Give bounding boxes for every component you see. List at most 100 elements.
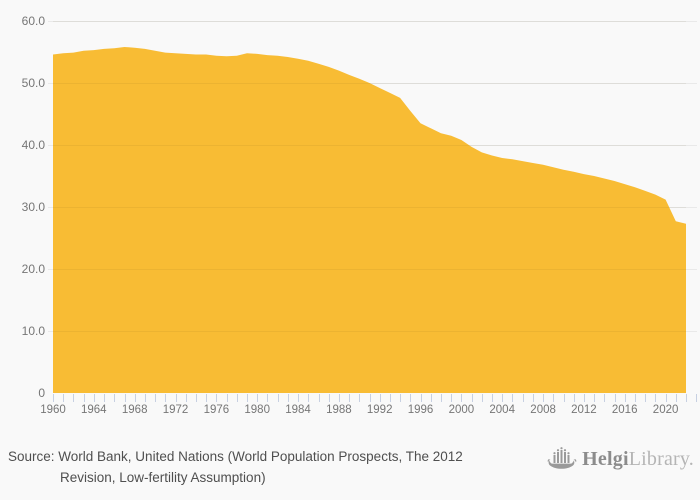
x-axis-tick: [410, 394, 412, 402]
x-axis-label: 1968: [121, 404, 148, 416]
y-axis-label: 20.0: [21, 262, 45, 276]
helgi-library-logo: HelgiLibrary.: [547, 446, 694, 472]
x-axis-tick: [93, 394, 95, 402]
area-chart: 60.0 50.0 40.0 30.0 20.0 10.0 0 1960 1964 1968 19…: [21, 14, 698, 416]
x-axis-label: 1964: [81, 404, 107, 416]
x-axis-tick: [675, 394, 677, 402]
x-axis-tick: [492, 394, 493, 402]
x-axis-tick: [134, 394, 136, 402]
x-axis-tick: [328, 394, 330, 402]
x-axis-tick: [308, 394, 310, 402]
x-axis-label: 1992: [366, 404, 393, 416]
source-text: Source: World Bank, United Nations (Worl…: [8, 446, 463, 488]
gridline-overlay: [53, 269, 686, 270]
x-axis-tick: [665, 394, 667, 402]
x-axis-tick: [216, 394, 218, 402]
x-axis-tick: [573, 394, 575, 402]
x-axis-label: 1976: [203, 404, 230, 416]
x-axis-tick: [543, 394, 545, 402]
y-axis-label: 50.0: [21, 76, 45, 90]
chart-footer: Source: World Bank, United Nations (Worl…: [0, 443, 700, 500]
x-axis-tick: [267, 394, 269, 402]
x-axis-tick: [441, 394, 442, 402]
y-axis-label: 0: [38, 386, 45, 400]
x-axis-tick: [247, 394, 248, 402]
gridline-overlay: [53, 207, 686, 208]
x-axis-label: 1960: [40, 404, 66, 416]
brand-library: Library.: [628, 447, 694, 470]
x-axis-label: 2020: [652, 404, 679, 416]
x-axis-tick: [614, 394, 616, 402]
x-axis-tick: [104, 394, 105, 402]
x-axis-tick: [502, 394, 504, 402]
area-series: [53, 47, 686, 393]
y-axis-label: 40.0: [21, 138, 45, 152]
x-axis-label: 1980: [244, 404, 270, 416]
x-axis-tick: [165, 394, 167, 402]
brand-helgi: Helgi: [582, 447, 629, 470]
x-axis-tick: [155, 394, 157, 402]
x-axis-tick: [461, 394, 463, 402]
x-axis-tick: [583, 394, 585, 402]
gridline: [48, 21, 697, 22]
x-axis-tick: [298, 394, 299, 402]
source-line-2: Revision, Low-fertility Assumption): [60, 470, 266, 485]
gridline-overlay: [53, 145, 686, 146]
x-axis-tick: [594, 394, 596, 402]
gridline: [48, 83, 697, 84]
x-axis-tick: [349, 394, 351, 402]
x-axis-tick: [195, 394, 197, 402]
x-axis-tick: [400, 394, 402, 402]
viking-ship-icon: [547, 447, 577, 469]
x-axis-tick: [144, 394, 146, 402]
brand-text: HelgiLibrary.: [582, 448, 694, 471]
x-axis-tick: [226, 394, 228, 402]
x-axis-tick: [532, 394, 534, 402]
y-axis-label: 10.0: [21, 324, 45, 338]
x-axis-tick: [379, 394, 381, 402]
x-axis-tick: [686, 394, 687, 402]
x-axis-tick: [655, 394, 657, 402]
x-axis-label: 2004: [489, 404, 515, 416]
x-axis-tick: [287, 394, 289, 402]
x-axis-tick: [522, 394, 524, 402]
source-line-1: Source: World Bank, United Nations (Worl…: [8, 449, 463, 464]
x-axis-tick: [53, 394, 54, 402]
x-axis-tick: [236, 394, 238, 402]
x-axis-tick: [481, 394, 483, 402]
y-axis-label: 30.0: [21, 200, 45, 214]
x-axis-tick: [83, 394, 85, 402]
x-axis-tick: [471, 394, 473, 402]
gridline-overlay: [53, 21, 686, 22]
gridline-overlay: [53, 83, 686, 84]
x-axis-tick: [338, 394, 340, 402]
x-axis-tick: [553, 394, 555, 402]
x-axis-tick: [645, 394, 647, 402]
x-axis-label: 1984: [285, 404, 311, 416]
x-axis-tick: [114, 394, 116, 402]
x-axis-label: 2016: [611, 404, 638, 416]
x-axis-tick: [318, 394, 320, 402]
x-axis-label: 2000: [448, 404, 475, 416]
x-axis-tick: [696, 394, 698, 402]
x-axis-tick: [277, 394, 279, 402]
x-axis-tick: [389, 394, 391, 402]
x-axis-tick: [604, 394, 606, 402]
x-axis-label: 1988: [326, 404, 352, 416]
x-axis-tick: [73, 394, 75, 402]
x-axis-tick: [124, 394, 126, 402]
x-axis-tick: [175, 394, 177, 402]
x-axis-tick: [369, 394, 371, 402]
x-axis-tick: [257, 394, 259, 402]
x-axis-tick: [185, 394, 187, 402]
x-axis-tick: [624, 394, 626, 402]
x-axis-tick: [63, 394, 65, 402]
x-axis-tick: [635, 394, 636, 402]
x-axis-tick: [359, 394, 361, 402]
x-axis-tick: [420, 394, 422, 402]
gridline-overlay: [53, 331, 686, 332]
x-axis-tick: [206, 394, 208, 402]
x-axis-label: 1972: [162, 404, 189, 416]
x-axis-tick: [563, 394, 565, 402]
x-axis-label: 1996: [407, 404, 434, 416]
